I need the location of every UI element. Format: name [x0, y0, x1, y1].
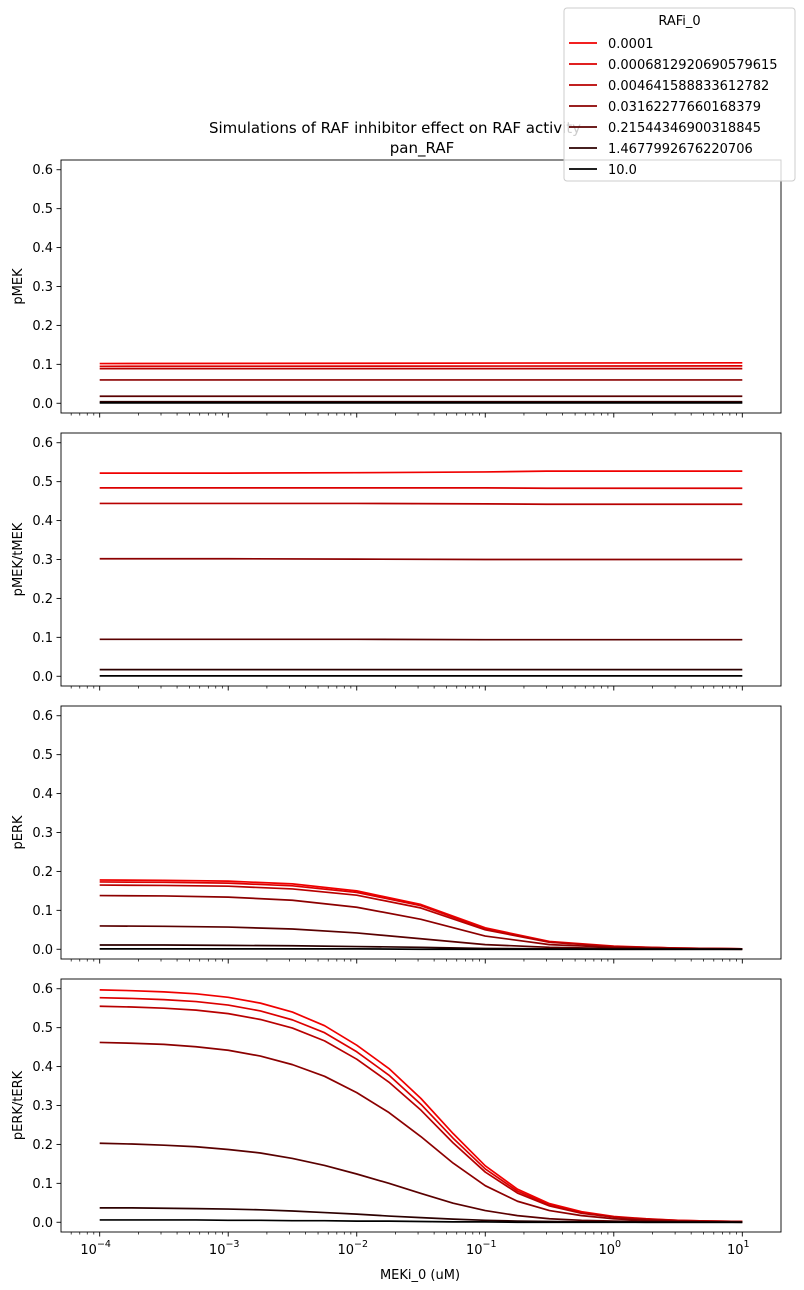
plot-frame [60, 705, 782, 960]
series-line-0.03162277660168379 [99, 557, 743, 561]
y-tick-label: 0.2 [32, 865, 53, 880]
y-tick-label: 0.2 [32, 592, 53, 607]
series-line-0.03162277660168379 [99, 1041, 743, 1223]
y-tick-label: 0.5 [32, 748, 53, 763]
y-axis-label: pERK [11, 815, 26, 849]
series-line-0.004641588833612782 [99, 1005, 743, 1223]
figure-title-line2: pan_RAF [390, 139, 454, 158]
y-tick-label: 0.3 [32, 1099, 53, 1114]
subplot-4: 0.0 0.1 0.2 0.3 0.4 0.5 0.6 pERK/tERK 10−4 10−3 10… [11, 978, 782, 1258]
y-tick-label: 0.6 [32, 436, 53, 451]
legend-label: 0.21544346900318845 [608, 121, 761, 136]
y-tick-label: 0.1 [32, 631, 53, 646]
x-tick-label: 10−3 [209, 1239, 240, 1258]
subplot-1: 0.0 0.1 0.2 0.3 0.4 0.5 0.6 pMEK [11, 159, 782, 418]
legend-item: 0.03162277660168379 [569, 100, 761, 115]
y-tick-label: 0.0 [32, 943, 53, 958]
y-tick-label: 0.4 [32, 241, 53, 256]
legend-label: 0.03162277660168379 [608, 100, 761, 115]
y-tick-label: 0.6 [32, 982, 53, 997]
legend-label: 1.4677992676220706 [608, 142, 753, 157]
plot-frame [60, 978, 782, 1233]
figure-title-line1: Simulations of RAF inhibitor effect on R… [209, 119, 581, 137]
x-tick-label: 10−1 [466, 1239, 497, 1258]
legend-item: 0.0001 [569, 37, 654, 52]
plot-frame [60, 159, 782, 414]
legend-label: 0.0001 [608, 37, 654, 52]
y-tick-label: 0.6 [32, 709, 53, 724]
x-tick-label: 10−2 [337, 1239, 368, 1258]
series-line-0.0001 [99, 989, 743, 1223]
y-tick-label: 0.2 [32, 1138, 53, 1153]
y-tick-label: 0.4 [32, 1060, 53, 1075]
series-line-0.0001 [99, 361, 743, 365]
plot-frame [60, 432, 782, 687]
legend-box [563, 7, 796, 182]
x-axis-label: MEKi_0 (uM) [380, 1268, 460, 1283]
y-tick-label: 0.3 [32, 826, 53, 841]
y-tick-label: 0.1 [32, 358, 53, 373]
y-tick-label: 0.5 [32, 202, 53, 217]
y-tick-label: 0.1 [32, 904, 53, 919]
legend-item: 0.004641588833612782 [569, 79, 769, 94]
series-line-0.004641588833612782 [99, 502, 743, 506]
y-tick-label: 0.4 [32, 787, 53, 802]
y-tick-label: 0.3 [32, 553, 53, 568]
legend-title: RAFi_0 [658, 14, 700, 29]
y-tick-label: 0.5 [32, 475, 53, 490]
legend-item: 10.0 [569, 163, 637, 178]
x-tick-label: 101 [727, 1239, 750, 1258]
y-axis-label: pERK/tERK [11, 1070, 26, 1140]
series-line-10.0 [99, 1219, 743, 1224]
legend-item: 0.0006812920690579615 [569, 58, 778, 73]
y-tick-label: 0.4 [32, 514, 53, 529]
legend-item: 1.4677992676220706 [569, 142, 753, 157]
legend-item: 0.21544346900318845 [569, 121, 761, 136]
y-tick-label: 0.0 [32, 1216, 53, 1231]
y-axis-label: pMEK/tMEK [11, 522, 26, 596]
subplot-2: 0.0 0.1 0.2 0.3 0.4 0.5 0.6 pMEK/tMEK [11, 432, 782, 691]
y-tick-label: 0.2 [32, 319, 53, 334]
x-tick-label: 100 [598, 1239, 621, 1258]
y-tick-label: 0.1 [32, 1177, 53, 1192]
y-tick-label: 0.5 [32, 1021, 53, 1036]
legend: RAFi_0 0.0001 0.0006812920690579615 0.00464… [563, 7, 796, 182]
series-line-0.03162277660168379 [99, 894, 743, 950]
legend-label: 0.0006812920690579615 [608, 58, 778, 73]
series-line-0.0001 [99, 470, 743, 474]
series-line-0.21544346900318845 [99, 1142, 743, 1224]
y-tick-label: 0.6 [32, 163, 53, 178]
subplot-3: 0.0 0.1 0.2 0.3 0.4 0.5 0.6 pERK [11, 705, 782, 964]
y-tick-label: 0.3 [32, 280, 53, 295]
y-tick-label: 0.0 [32, 670, 53, 685]
y-tick-label: 0.0 [32, 397, 53, 412]
y-axis-label: pMEK [11, 268, 26, 305]
legend-label: 0.004641588833612782 [608, 79, 769, 94]
x-tick-label: 10−4 [80, 1239, 111, 1258]
subplots: 0.0 0.1 0.2 0.3 0.4 0.5 0.6 pMEK 0.0 0.1 0.2 0.3 0.4… [11, 159, 782, 1258]
legend-label: 10.0 [608, 163, 637, 178]
